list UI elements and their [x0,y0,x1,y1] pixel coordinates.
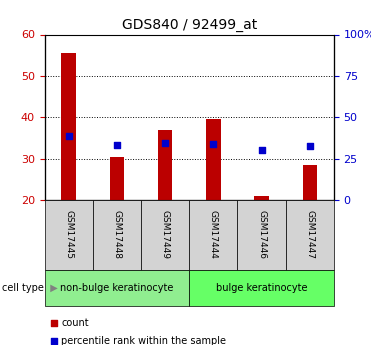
Bar [189,270,334,306]
Text: GSM17445: GSM17445 [64,210,73,259]
Text: GSM17448: GSM17448 [112,210,121,259]
Title: GDS840 / 92499_at: GDS840 / 92499_at [122,18,257,32]
Bar [286,200,334,270]
Bar [158,130,172,200]
Bar [255,196,269,200]
Text: percentile rank within the sample: percentile rank within the sample [61,336,226,345]
Text: GSM17444: GSM17444 [209,210,218,259]
Text: count: count [61,318,89,328]
Bar [110,157,124,200]
Text: non-bulge keratinocyte: non-bulge keratinocyte [60,283,174,293]
Text: GSM17447: GSM17447 [305,210,314,259]
Bar [93,200,141,270]
Point [114,143,120,148]
Text: ▶: ▶ [43,283,57,293]
Text: GSM17449: GSM17449 [161,210,170,259]
Bar [45,200,93,270]
Bar [141,200,189,270]
Point [162,140,168,146]
Bar [45,270,189,306]
Bar [206,119,220,200]
Text: GSM17446: GSM17446 [257,210,266,259]
Bar [189,200,237,270]
Point [51,321,57,326]
Text: cell type: cell type [2,283,43,293]
Bar [61,53,76,200]
Point [307,144,313,149]
Point [259,148,265,153]
Text: bulge keratinocyte: bulge keratinocyte [216,283,307,293]
Bar [303,165,317,200]
Point [51,338,57,343]
Point [210,141,216,147]
Bar [237,200,286,270]
Point [66,134,72,139]
